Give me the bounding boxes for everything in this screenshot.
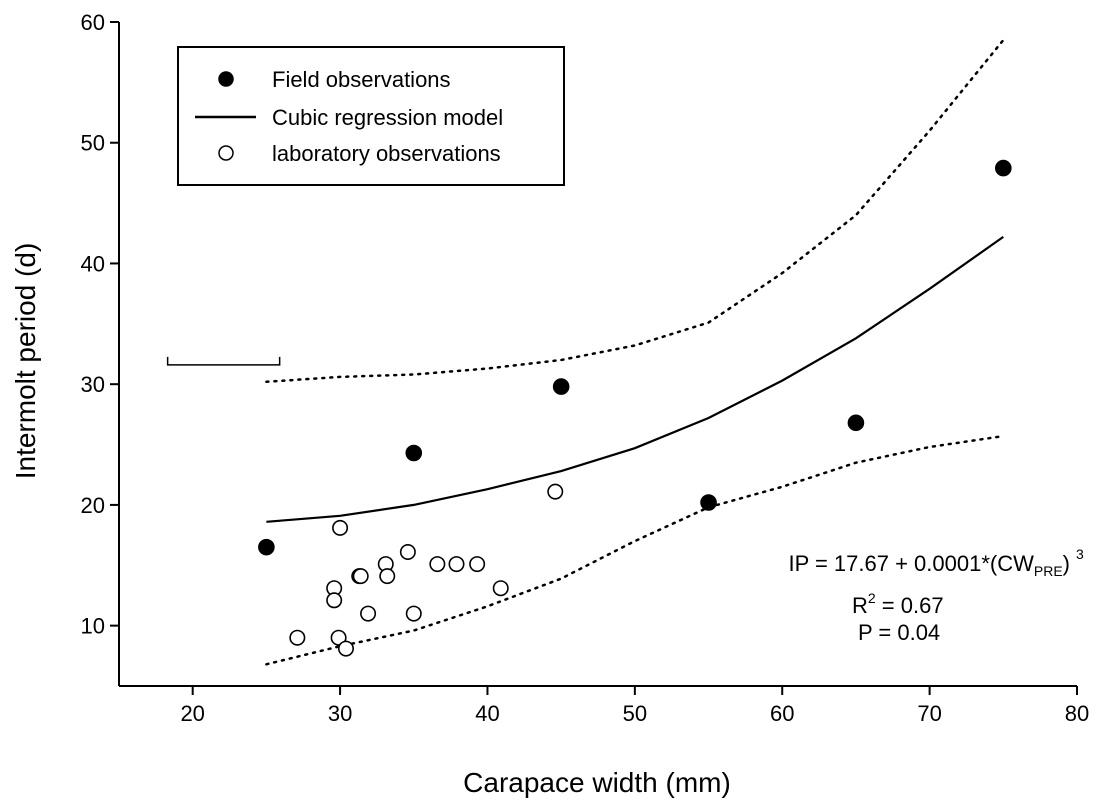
lab-observation-point bbox=[547, 483, 564, 500]
lab-observation-point bbox=[399, 543, 416, 560]
x-tick-label: 40 bbox=[475, 701, 499, 726]
y-tick-label: 40 bbox=[81, 251, 105, 276]
x-tick-label: 20 bbox=[180, 701, 204, 726]
x-tick-label: 80 bbox=[1065, 701, 1089, 726]
lab-observation-point bbox=[289, 629, 306, 646]
x-tick-label: 70 bbox=[917, 701, 941, 726]
confidence-band-line-2 bbox=[265, 434, 1005, 666]
y-tick-label: 60 bbox=[81, 10, 105, 35]
field-observation-point bbox=[405, 444, 423, 462]
lab-observation-point bbox=[352, 568, 369, 585]
field-observation-point bbox=[700, 494, 717, 511]
field-observation-point bbox=[258, 538, 275, 556]
lab-observation-point bbox=[448, 556, 465, 573]
legend-field-marker bbox=[218, 71, 234, 87]
y-tick-label: 30 bbox=[81, 372, 105, 397]
lab-observation-point bbox=[337, 640, 354, 657]
legend-lab-label: laboratory observations bbox=[272, 141, 501, 166]
field-observation-point bbox=[552, 378, 570, 395]
equation-close: ) bbox=[1063, 551, 1070, 576]
series-layer bbox=[166, 38, 1012, 666]
equation-prefix: IP = 17.67 + 0.0001*(CW bbox=[788, 551, 1034, 576]
ticks: 20 30 40 50 60 70 80 10 20 30 40 50 60 bbox=[81, 10, 1090, 726]
lab-observation-point bbox=[330, 629, 347, 646]
field-observation-point bbox=[847, 414, 865, 432]
lab-observation-point bbox=[379, 568, 396, 585]
y-axis-title: Intermolt period (d) bbox=[10, 243, 41, 480]
annotation: IP = 17.67 + 0.0001*(CWPRE) 3 R2 = 0.67 … bbox=[788, 546, 1084, 645]
lab-observation-point bbox=[326, 592, 343, 609]
axes bbox=[118, 22, 1077, 687]
legend-field-label: Field observations bbox=[272, 67, 451, 92]
legend: Field observations Cubic regression mode… bbox=[177, 46, 565, 186]
x-tick-label: 60 bbox=[770, 701, 794, 726]
confidence-band-line-1 bbox=[265, 38, 1005, 384]
legend-model-label: Cubic regression model bbox=[272, 105, 503, 130]
x-tick-label: 30 bbox=[328, 701, 352, 726]
r-squared-value: = 0.67 bbox=[876, 593, 944, 618]
lab-observation-point bbox=[469, 556, 486, 573]
y-tick-label: 20 bbox=[81, 493, 105, 518]
bracket-mark bbox=[166, 356, 281, 366]
x-axis-title: Carapace width (mm) bbox=[463, 767, 731, 798]
equation-subscript: PRE bbox=[1034, 563, 1063, 579]
regression-line bbox=[266, 236, 1004, 523]
lab-observation-point bbox=[492, 580, 509, 597]
y-tick-label: 50 bbox=[81, 131, 105, 156]
y-tick-label: 10 bbox=[81, 614, 105, 639]
field-observation-point bbox=[995, 159, 1012, 177]
r-squared-base: R bbox=[852, 593, 868, 618]
legend-lab-marker bbox=[218, 145, 234, 161]
lab-observation-point bbox=[429, 556, 446, 573]
equation: IP = 17.67 + 0.0001*(CWPRE) bbox=[788, 551, 1070, 579]
p-value: P = 0.04 bbox=[858, 620, 940, 645]
lab-observation-point bbox=[405, 605, 422, 622]
x-tick-label: 50 bbox=[623, 701, 647, 726]
lab-observation-point bbox=[360, 605, 377, 622]
equation-superscript: 3 bbox=[1076, 546, 1084, 562]
r-squared-superscript: 2 bbox=[868, 590, 876, 606]
r-squared: R2 = 0.67 bbox=[852, 590, 944, 618]
lab-observation-point bbox=[332, 519, 349, 536]
